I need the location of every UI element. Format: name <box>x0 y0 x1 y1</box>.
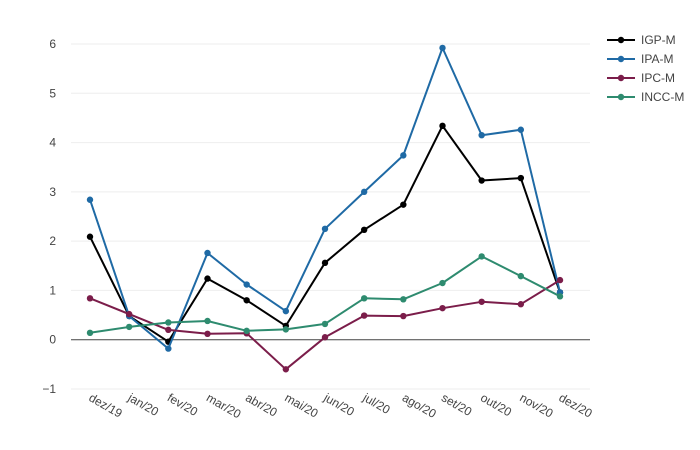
data-point[interactable] <box>86 233 94 240</box>
data-point[interactable] <box>478 177 485 184</box>
legend-item-ipa-m[interactable]: IPA-M <box>607 52 673 66</box>
data-point[interactable] <box>282 326 290 333</box>
data-point[interactable] <box>321 320 329 328</box>
data-point[interactable] <box>243 297 250 304</box>
data-point[interactable] <box>204 330 211 337</box>
data-point[interactable] <box>204 275 211 282</box>
x-tick-label: set/20 <box>439 390 475 419</box>
x-tick-label: fev/20 <box>165 390 201 419</box>
data-point[interactable] <box>165 326 172 334</box>
grid <box>71 43 590 390</box>
data-point[interactable] <box>204 249 211 257</box>
legend-marker <box>617 55 625 63</box>
data-point[interactable] <box>204 317 211 325</box>
data-point[interactable] <box>282 366 290 373</box>
data-point[interactable] <box>86 295 94 302</box>
data-point[interactable] <box>439 304 446 312</box>
x-tick-label: mar/20 <box>204 390 244 421</box>
data-point[interactable] <box>556 293 564 300</box>
data-point[interactable] <box>165 319 172 326</box>
data-point[interactable] <box>360 226 368 234</box>
data-point[interactable] <box>478 253 485 260</box>
y-tick-label: 4 <box>49 136 56 150</box>
data-point[interactable] <box>321 225 329 233</box>
data-point[interactable] <box>517 272 525 280</box>
legend-label: IGP-M <box>641 33 676 47</box>
data-point[interactable] <box>517 174 525 182</box>
data-point[interactable] <box>478 298 485 305</box>
data-point[interactable] <box>360 295 368 302</box>
data-point[interactable] <box>321 259 329 267</box>
data-point[interactable] <box>400 312 407 320</box>
x-tick-label: mai/20 <box>282 390 320 420</box>
legend-marker <box>617 36 625 44</box>
data-point[interactable] <box>400 201 407 208</box>
data-point[interactable] <box>125 310 133 318</box>
x-tick-label: out/20 <box>478 390 514 419</box>
y-tick-label: 5 <box>49 86 56 100</box>
data-point[interactable] <box>439 122 446 130</box>
data-point[interactable] <box>165 345 172 352</box>
data-point[interactable] <box>400 296 407 303</box>
data-point[interactable] <box>86 196 94 203</box>
data-point[interactable] <box>282 307 290 315</box>
data-point[interactable] <box>125 323 133 331</box>
y-tick-label: 6 <box>49 37 56 51</box>
legend-marker <box>617 93 625 101</box>
x-axis: dez/19 jan/20 fev/20 mar/20 abr/20 mai/20 jun/… <box>87 390 595 421</box>
data-point[interactable] <box>517 301 525 308</box>
data-point[interactable] <box>360 188 368 196</box>
series-incc-m <box>86 253 564 337</box>
plot-area <box>86 44 564 373</box>
data-point[interactable] <box>439 279 446 287</box>
data-point[interactable] <box>243 281 250 288</box>
x-tick-label: nov/20 <box>517 390 555 420</box>
data-point[interactable] <box>517 126 525 133</box>
x-tick-label: jul/20 <box>360 390 393 417</box>
series-line <box>89 124 561 343</box>
y-tick-label: 1 <box>49 283 56 297</box>
x-tick-label: abr/20 <box>243 390 280 419</box>
legend-marker <box>617 74 625 82</box>
legend-label: IPA-M <box>641 52 673 66</box>
data-point[interactable] <box>360 312 368 319</box>
y-axis: −1 0 1 2 3 4 5 6 <box>42 37 56 396</box>
x-tick-label: jun/20 <box>321 390 357 419</box>
data-point[interactable] <box>321 334 329 341</box>
y-tick-label: 0 <box>49 333 56 347</box>
data-point[interactable] <box>400 152 407 159</box>
legend-item-igp-m[interactable]: IGP-M <box>607 33 676 47</box>
data-point[interactable] <box>243 327 250 335</box>
x-tick-label: dez/20 <box>557 390 595 420</box>
series-igp-m <box>86 122 564 345</box>
legend[interactable]: IGP-M IPA-M IPC-M INCC-M <box>607 33 684 104</box>
data-point[interactable] <box>556 276 564 284</box>
x-tick-label: dez/19 <box>87 390 125 420</box>
legend-label: INCC-M <box>641 90 684 104</box>
legend-item-ipc-m[interactable]: IPC-M <box>607 71 675 85</box>
series-ipc-m <box>86 276 564 373</box>
legend-label: IPC-M <box>641 71 675 85</box>
data-point[interactable] <box>439 44 446 52</box>
y-tick-label: −1 <box>42 382 56 396</box>
data-point[interactable] <box>478 131 485 139</box>
legend-item-incc-m[interactable]: INCC-M <box>607 90 684 104</box>
x-tick-label: ago/20 <box>400 390 439 421</box>
y-tick-label: 2 <box>49 234 56 248</box>
data-point[interactable] <box>86 329 94 337</box>
series-ipa-m <box>86 44 564 352</box>
x-tick-label: jan/20 <box>125 390 161 419</box>
y-tick-label: 3 <box>49 185 56 199</box>
